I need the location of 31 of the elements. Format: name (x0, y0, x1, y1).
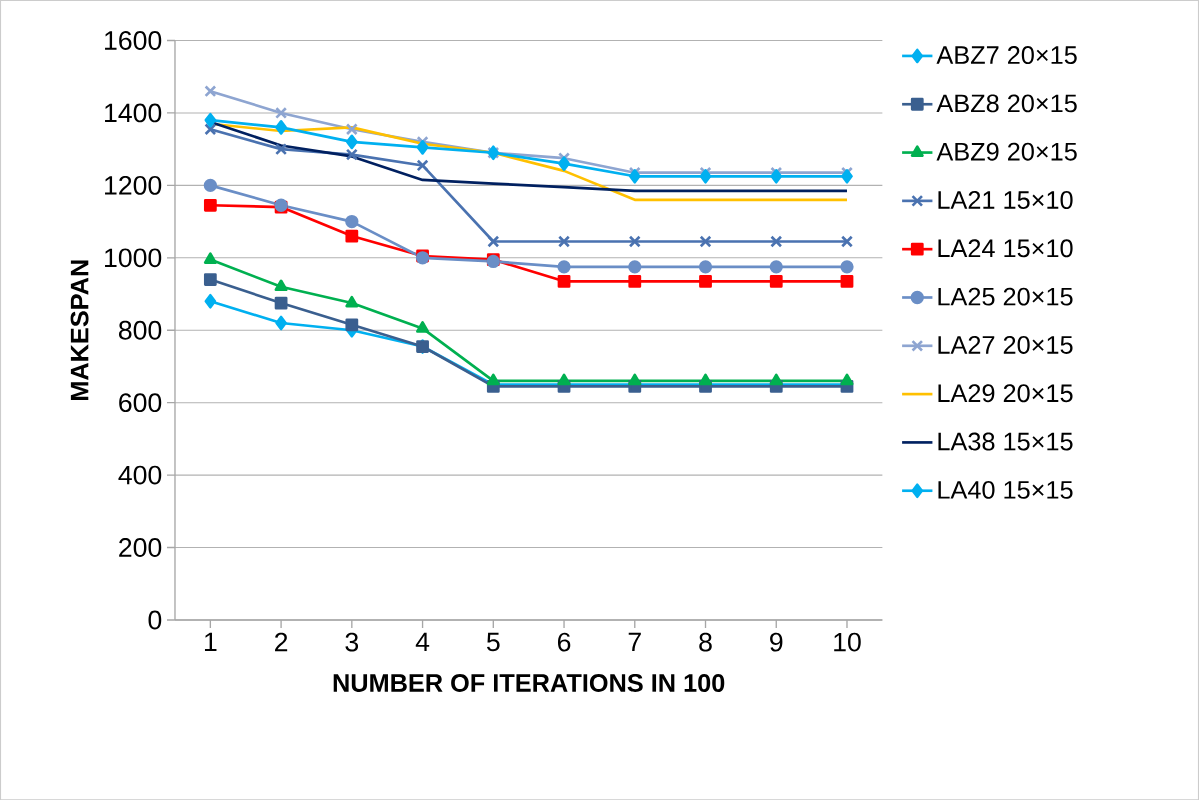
legend-label: ABZ8 20×15 (936, 94, 1077, 113)
legend-label: LA38 15×15 (938, 432, 1073, 451)
legend-label: ABZ7 20×15 (936, 45, 1077, 64)
x-tick-label: 1 (204, 632, 217, 651)
legend-label: LA25 20×15 (938, 287, 1073, 306)
y-tick-label: 1200 (105, 175, 162, 195)
y-tick-label: 1600 (105, 30, 162, 50)
y-tick-label: 800 (118, 320, 162, 340)
y-tick-label: 0 (148, 610, 162, 630)
x-tick-label: 9 (770, 632, 783, 652)
y-axis-title: MAKESPAN (70, 260, 89, 400)
x-tick-label: 3 (345, 632, 359, 652)
y-tick-label: 600 (119, 393, 162, 412)
legend-label: LA21 15×10 (938, 190, 1073, 209)
x-axis-title: NUMBER OF ITERATIONS IN 100 (333, 673, 725, 692)
x-tick-label: 5 (486, 632, 500, 652)
legend-label: LA27 20×15 (938, 335, 1073, 354)
y-tick-label: 400 (118, 465, 162, 485)
x-tick-label: 4 (415, 632, 430, 651)
y-tick-label: 200 (119, 537, 162, 557)
legend-label: ABZ9 20×15 (936, 142, 1077, 161)
y-tick-label: 1000 (105, 248, 162, 268)
x-tick-label: 2 (275, 632, 288, 652)
legend-label: LA29 20×15 (938, 384, 1073, 403)
x-tick-label: 8 (699, 632, 712, 652)
x-tick-label: 10 (834, 632, 861, 652)
y-tick-label: 1400 (105, 103, 162, 123)
x-tick-label: 7 (628, 632, 641, 651)
legend-label: LA24 15×10 (938, 239, 1073, 258)
legend-label: LA40 15×15 (938, 480, 1073, 499)
x-tick-label: 6 (557, 632, 571, 652)
